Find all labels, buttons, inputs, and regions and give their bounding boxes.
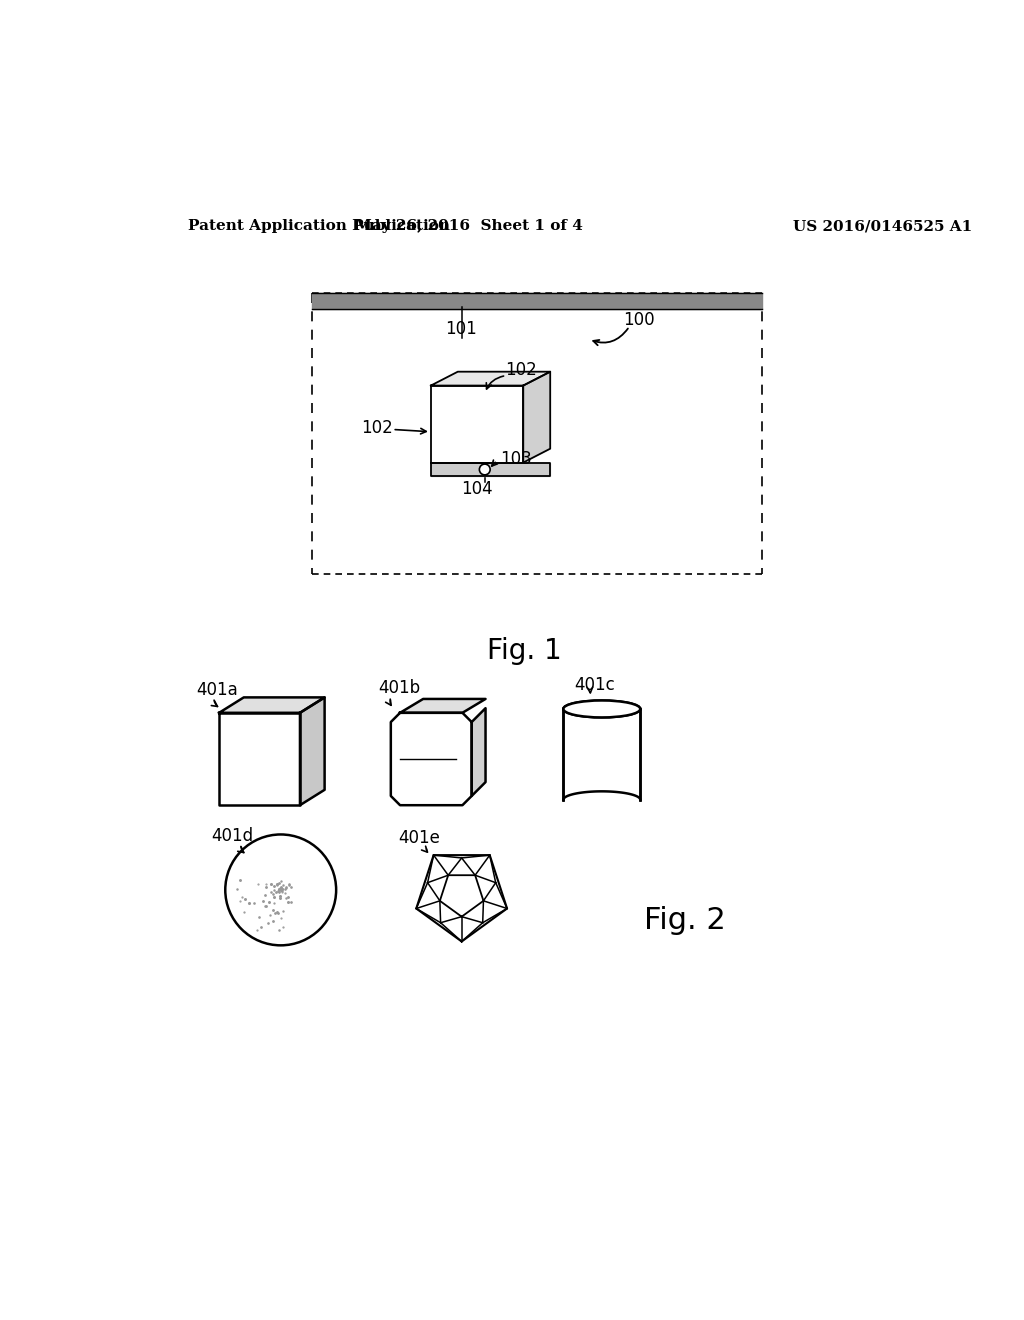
- Text: 102: 102: [506, 362, 538, 379]
- Text: 401b: 401b: [379, 680, 421, 697]
- Text: Fig. 2: Fig. 2: [644, 907, 726, 935]
- Polygon shape: [431, 462, 550, 477]
- Text: 401a: 401a: [196, 681, 238, 698]
- Text: Patent Application Publication: Patent Application Publication: [188, 219, 451, 234]
- Polygon shape: [472, 708, 485, 796]
- Text: US 2016/0146525 A1: US 2016/0146525 A1: [793, 219, 972, 234]
- Polygon shape: [431, 372, 550, 385]
- Polygon shape: [391, 713, 472, 805]
- Text: 401c: 401c: [574, 676, 614, 694]
- Polygon shape: [523, 372, 550, 462]
- Polygon shape: [400, 700, 485, 713]
- Ellipse shape: [563, 701, 640, 718]
- Text: 401e: 401e: [398, 829, 440, 846]
- Polygon shape: [219, 697, 325, 713]
- Text: 101: 101: [444, 321, 476, 338]
- Polygon shape: [219, 713, 300, 805]
- Text: 103: 103: [500, 450, 531, 467]
- Text: 104: 104: [461, 480, 493, 499]
- Text: 401d: 401d: [211, 828, 254, 845]
- Text: 102: 102: [361, 418, 393, 437]
- Polygon shape: [563, 709, 640, 800]
- Polygon shape: [300, 697, 325, 805]
- Polygon shape: [417, 855, 507, 941]
- Text: 100: 100: [624, 312, 655, 329]
- Text: Fig. 1: Fig. 1: [487, 638, 562, 665]
- Text: May 26, 2016  Sheet 1 of 4: May 26, 2016 Sheet 1 of 4: [355, 219, 584, 234]
- Circle shape: [479, 465, 490, 475]
- Ellipse shape: [563, 701, 640, 718]
- Circle shape: [225, 834, 336, 945]
- Polygon shape: [431, 385, 523, 462]
